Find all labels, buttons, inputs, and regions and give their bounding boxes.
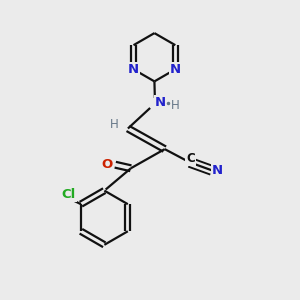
Text: H: H [110,118,118,131]
Text: N: N [155,95,166,109]
Text: O: O [102,158,113,171]
Text: Cl: Cl [61,188,76,201]
Text: N: N [170,63,181,76]
Text: C: C [186,152,195,165]
Text: N: N [212,164,223,177]
Text: N: N [128,63,139,76]
Text: H: H [171,99,179,112]
